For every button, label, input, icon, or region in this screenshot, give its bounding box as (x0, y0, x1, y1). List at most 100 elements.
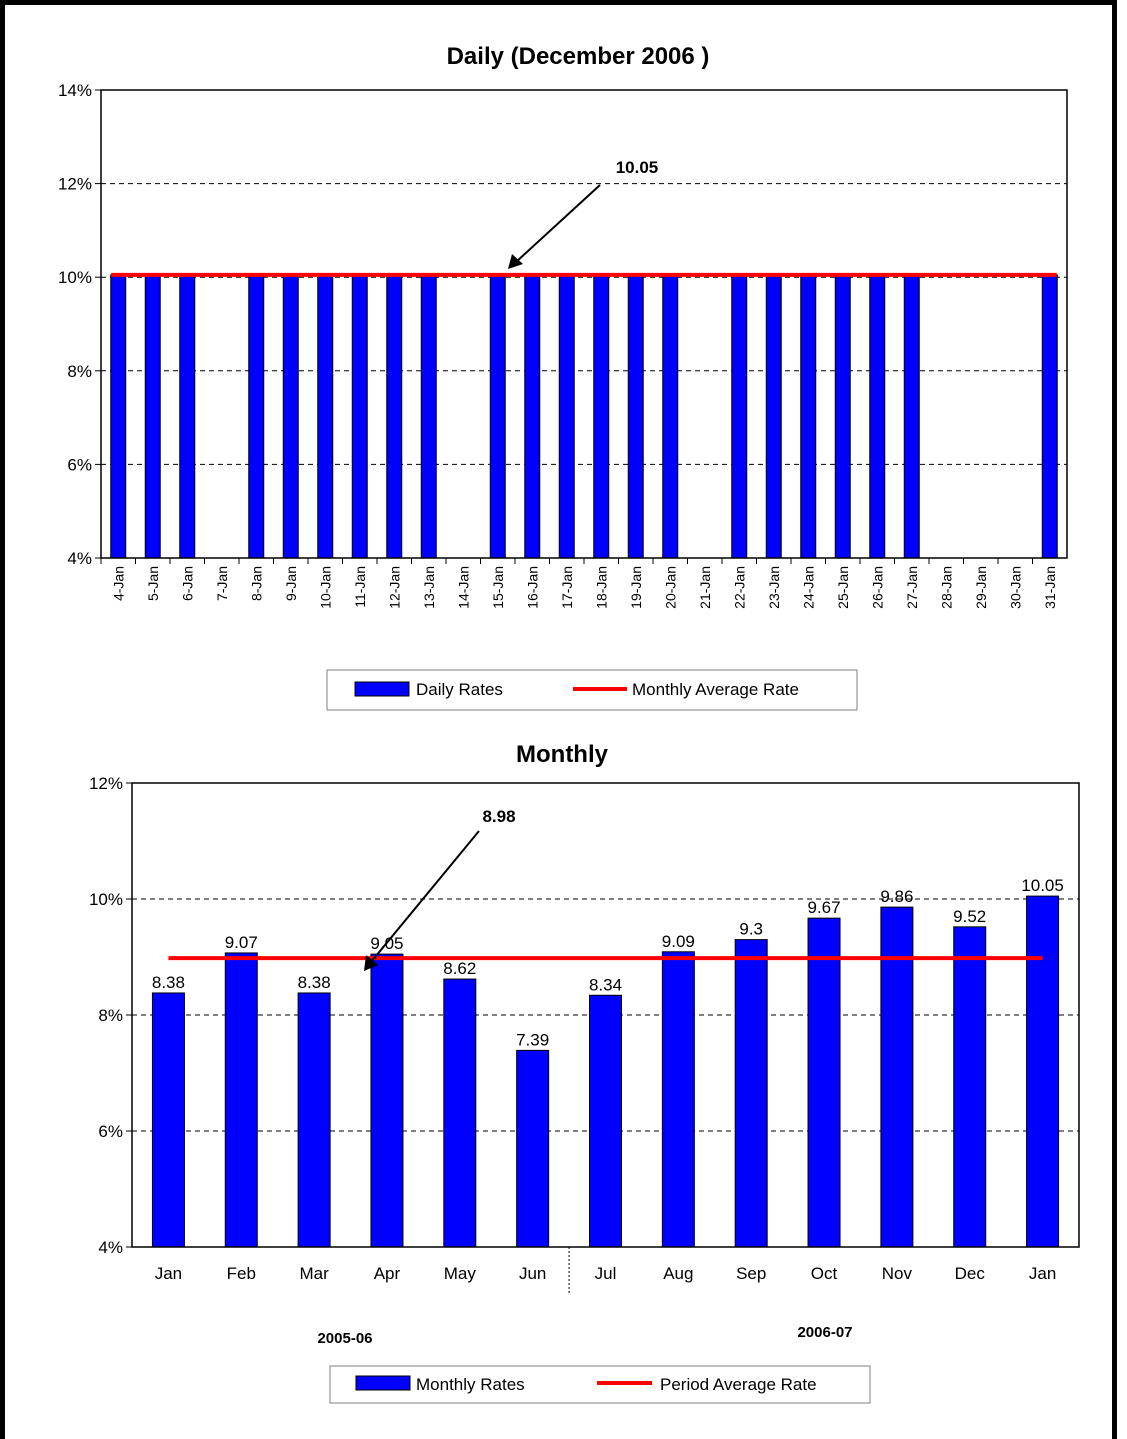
monthly-bar-value: 10.05 (1021, 876, 1064, 895)
daily-y-tick-label: 4% (67, 549, 92, 568)
monthly-bar-value: 9.09 (662, 932, 695, 951)
monthly-data-labels: 8.389.078.389.058.627.398.349.099.39.679… (152, 876, 1064, 1049)
daily-x-tick-label: 17-Jan (559, 566, 575, 609)
daily-bar (386, 274, 403, 559)
monthly-y-tick-label: 4% (98, 1238, 123, 1257)
monthly-bar (516, 1049, 550, 1248)
monthly-y-tick-label: 8% (98, 1006, 123, 1025)
monthly-y-tick-label: 6% (98, 1122, 123, 1141)
daily-legend-swatch-bars (354, 681, 410, 697)
monthly-bar (297, 992, 331, 1248)
monthly-legend-label-line: Period Average Rate (660, 1375, 817, 1394)
monthly-bar (370, 953, 404, 1248)
daily-x-tick-label: 4-Jan (110, 566, 126, 601)
daily-bar (662, 274, 679, 559)
daily-bar (110, 274, 127, 559)
daily-bar (869, 274, 886, 559)
daily-x-tick-label: 6-Jan (179, 566, 195, 601)
monthly-grid (132, 898, 1079, 1132)
monthly-arrowhead (364, 955, 378, 971)
group-label-2006-07: 2006-07 (797, 1324, 852, 1341)
daily-bar (731, 274, 748, 559)
daily-bar (627, 274, 644, 559)
monthly-bar-value: 8.38 (298, 973, 331, 992)
daily-bar (765, 274, 782, 559)
monthly-bar-value: 9.52 (953, 907, 986, 926)
monthly-x-tick-label: Jun (519, 1264, 546, 1283)
daily-x-tick-label: 13-Jan (421, 566, 437, 609)
daily-x-tick-label: 18-Jan (593, 566, 609, 609)
daily-x-tick-label: 8-Jan (248, 566, 264, 601)
daily-y-tick-label: 14% (58, 81, 92, 100)
monthly-bar-value: 9.3 (739, 920, 763, 939)
monthly-bar (953, 926, 987, 1248)
monthly-x-tick-label: Feb (227, 1264, 256, 1283)
monthly-bars (151, 895, 1060, 1248)
daily-chart-title: Daily (December 2006 ) (447, 43, 710, 70)
daily-plot-area (100, 89, 1068, 559)
monthly-annotation-arrow (370, 830, 480, 963)
daily-y-axis: 4% 6% 8% 10% 12% 14% (58, 81, 101, 568)
monthly-bar-value: 9.86 (880, 887, 913, 906)
monthly-chart: Monthly 8.389.078.389.058.627.398.349.09… (89, 741, 1080, 1404)
daily-bar (351, 274, 368, 559)
daily-x-tick-label: 5-Jan (145, 566, 161, 601)
daily-x-tick-label: 9-Jan (283, 566, 299, 601)
daily-x-tick-label: 25-Jan (835, 566, 851, 609)
monthly-bar (224, 952, 258, 1248)
monthly-x-tick-label: Nov (882, 1264, 913, 1283)
daily-bar (800, 274, 817, 559)
daily-bar (593, 274, 610, 559)
daily-bar (420, 274, 437, 559)
monthly-x-axis: Jan Feb Mar Apr May Jun Jul Aug Sep Oct Nov Dec Jan (155, 1264, 1057, 1283)
group-label-2005-06: 2005-06 (317, 1330, 372, 1347)
daily-x-tick-label: 19-Jan (628, 566, 644, 609)
monthly-x-tick-label: Jan (155, 1264, 182, 1283)
daily-bar (248, 274, 265, 559)
daily-x-tick-label: 30-Jan (1007, 566, 1023, 609)
monthly-bar-value: 9.67 (807, 898, 840, 917)
daily-x-tick-label: 20-Jan (662, 566, 678, 609)
daily-arrowhead (508, 254, 523, 269)
daily-y-tick-label: 12% (58, 175, 92, 194)
monthly-bar (151, 992, 185, 1248)
monthly-y-axis: 4% 6% 8% 10% 12% (89, 774, 132, 1257)
monthly-y-tick-label: 12% (89, 774, 123, 793)
daily-bar (179, 274, 196, 559)
daily-bar (282, 274, 299, 559)
monthly-annotation: 8.98 (482, 807, 515, 826)
monthly-x-tick-label: Jul (595, 1264, 617, 1283)
daily-chart: Daily (December 2006 ) 4% 6% 8% 10% 12% 14% 4… (58, 43, 1068, 711)
daily-x-tick-label: 31-Jan (1042, 566, 1058, 609)
daily-y-tick-label: 6% (67, 455, 92, 474)
daily-x-tick-label: 28-Jan (938, 566, 954, 609)
daily-legend-label-bars: Daily Rates (416, 680, 503, 699)
daily-x-tick-label: 15-Jan (490, 566, 506, 609)
daily-legend: Daily Rates Monthly Average Rate (326, 669, 858, 711)
daily-grid (101, 183, 1067, 465)
monthly-bar (443, 978, 477, 1248)
daily-bar (144, 274, 161, 559)
daily-bar (1041, 274, 1058, 559)
daily-x-tick-label: 23-Jan (766, 566, 782, 609)
daily-bars (110, 274, 1058, 559)
monthly-bar-value: 7.39 (516, 1030, 549, 1049)
daily-y-tick-label: 8% (67, 362, 92, 381)
daily-x-tick-label: 29-Jan (973, 566, 989, 609)
daily-x-tick-label: 22-Jan (731, 566, 747, 609)
daily-x-tick-label: 27-Jan (904, 566, 920, 609)
daily-bar (558, 274, 575, 559)
daily-legend-label-line: Monthly Average Rate (632, 680, 799, 699)
monthly-bar-value: 9.07 (225, 933, 258, 952)
monthly-legend: Monthly Rates Period Average Rate (329, 1365, 871, 1404)
monthly-legend-label-bars: Monthly Rates (416, 1375, 525, 1394)
daily-x-tick-label: 21-Jan (697, 566, 713, 609)
monthly-bar-value: 8.38 (152, 973, 185, 992)
monthly-x-tick-label: Aug (663, 1264, 693, 1283)
monthly-x-tick-label: Oct (811, 1264, 838, 1283)
monthly-legend-swatch-bars (355, 1375, 411, 1391)
daily-bar (834, 274, 851, 559)
monthly-bar-value: 8.62 (443, 959, 476, 978)
daily-x-tick-label: 10-Jan (317, 566, 333, 609)
